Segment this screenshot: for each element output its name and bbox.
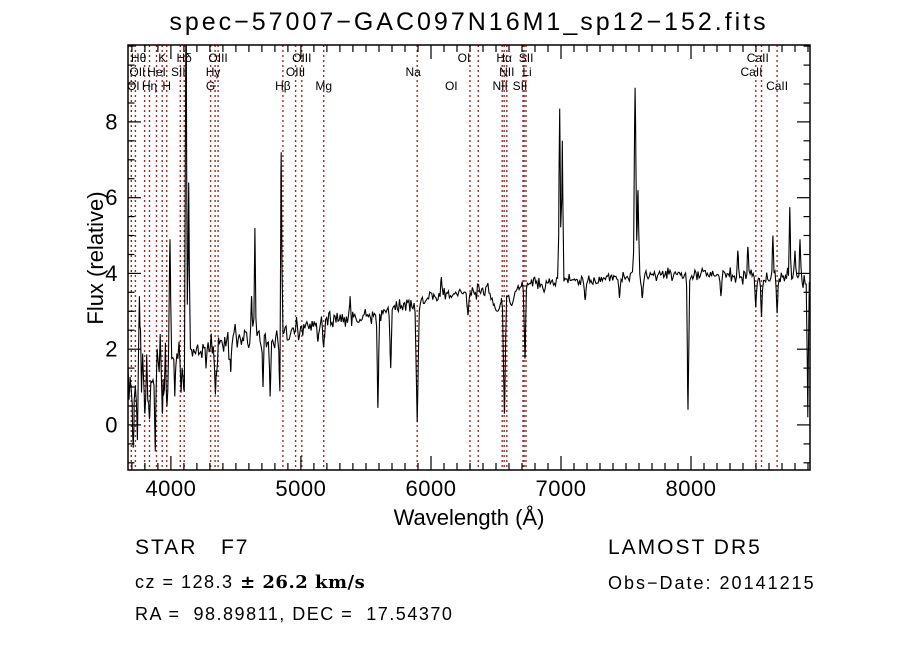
line-label-nii: NII [499, 65, 514, 79]
x-tick-label: 4000 [145, 476, 196, 501]
x-tick-label: 5000 [275, 476, 326, 501]
line-label-oi: OI [445, 79, 458, 93]
line-label-hθ: Hθ [131, 51, 147, 65]
y-tick-label: 2 [105, 337, 118, 362]
y-tick-label: 4 [105, 261, 118, 286]
line-label-caii: CaII [766, 79, 788, 93]
spectrum-curve [128, 45, 810, 452]
line-label-na: Na [406, 65, 422, 79]
line-label-oi: OI [127, 79, 140, 93]
line-label-k: K [158, 51, 166, 65]
line-label-sii: SII [513, 79, 528, 93]
line-label-hα: Hα [496, 51, 512, 65]
axis-tick-labels: 4000 5000 6000 7000 8000 0 2 4 6 8 [105, 109, 716, 501]
survey-label: LAMOST DR5 [608, 536, 762, 559]
line-label-mg: Mg [315, 79, 332, 93]
line-label-sii: SII [171, 65, 186, 79]
y-tick-label: 8 [105, 109, 118, 134]
line-label-oiii: OIII [292, 51, 311, 65]
x-axis-title: Wavelength (Å) [394, 505, 545, 530]
cz-velocity-text: cz = 128.3 ± 26.2 km/s [135, 572, 365, 593]
line-label-hδ: Hδ [177, 51, 193, 65]
line-label-hη: Hη [142, 79, 157, 93]
line-label-oiii: OIII [286, 65, 305, 79]
x-tick-label: 6000 [406, 476, 457, 501]
line-label-caii: CaII [747, 51, 769, 65]
line-label-nii: NII [493, 79, 508, 93]
line-label-hγ: Hγ [206, 65, 221, 79]
line-label-hei: HeI [147, 65, 166, 79]
ra-dec-text: RA = 98.89811, DEC = 17.54370 [135, 604, 454, 624]
classification-label: STAR F7 [135, 536, 250, 559]
x-tick-label: 7000 [536, 476, 587, 501]
line-label-g: G [206, 79, 215, 93]
y-tick-label: 0 [105, 412, 118, 437]
cz-value: cz = 128.3 [135, 572, 241, 592]
line-label-h: H [162, 79, 171, 93]
line-label-hβ: Hβ [275, 79, 291, 93]
y-tick-label: 6 [105, 185, 118, 210]
line-label-sii: SII [519, 51, 534, 65]
y-axis-title: Flux (relative) [83, 191, 108, 324]
cz-error: ± 26.2 km/s [240, 572, 366, 593]
spectral-line-markers [130, 45, 778, 470]
line-label-caii: CaII [740, 65, 762, 79]
x-tick-label: 8000 [666, 476, 717, 501]
line-label-oii: OII [129, 65, 145, 79]
line-label-li: Li [522, 65, 531, 79]
line-label-oiii: OIII [208, 51, 227, 65]
line-label-oi: OI [458, 51, 471, 65]
plot-axes [127, 44, 811, 471]
plot-title: spec−57007−GAC097N16M1_sp12−152.fits [169, 8, 769, 36]
obs-date-text: Obs−Date: 20141215 [608, 573, 816, 593]
